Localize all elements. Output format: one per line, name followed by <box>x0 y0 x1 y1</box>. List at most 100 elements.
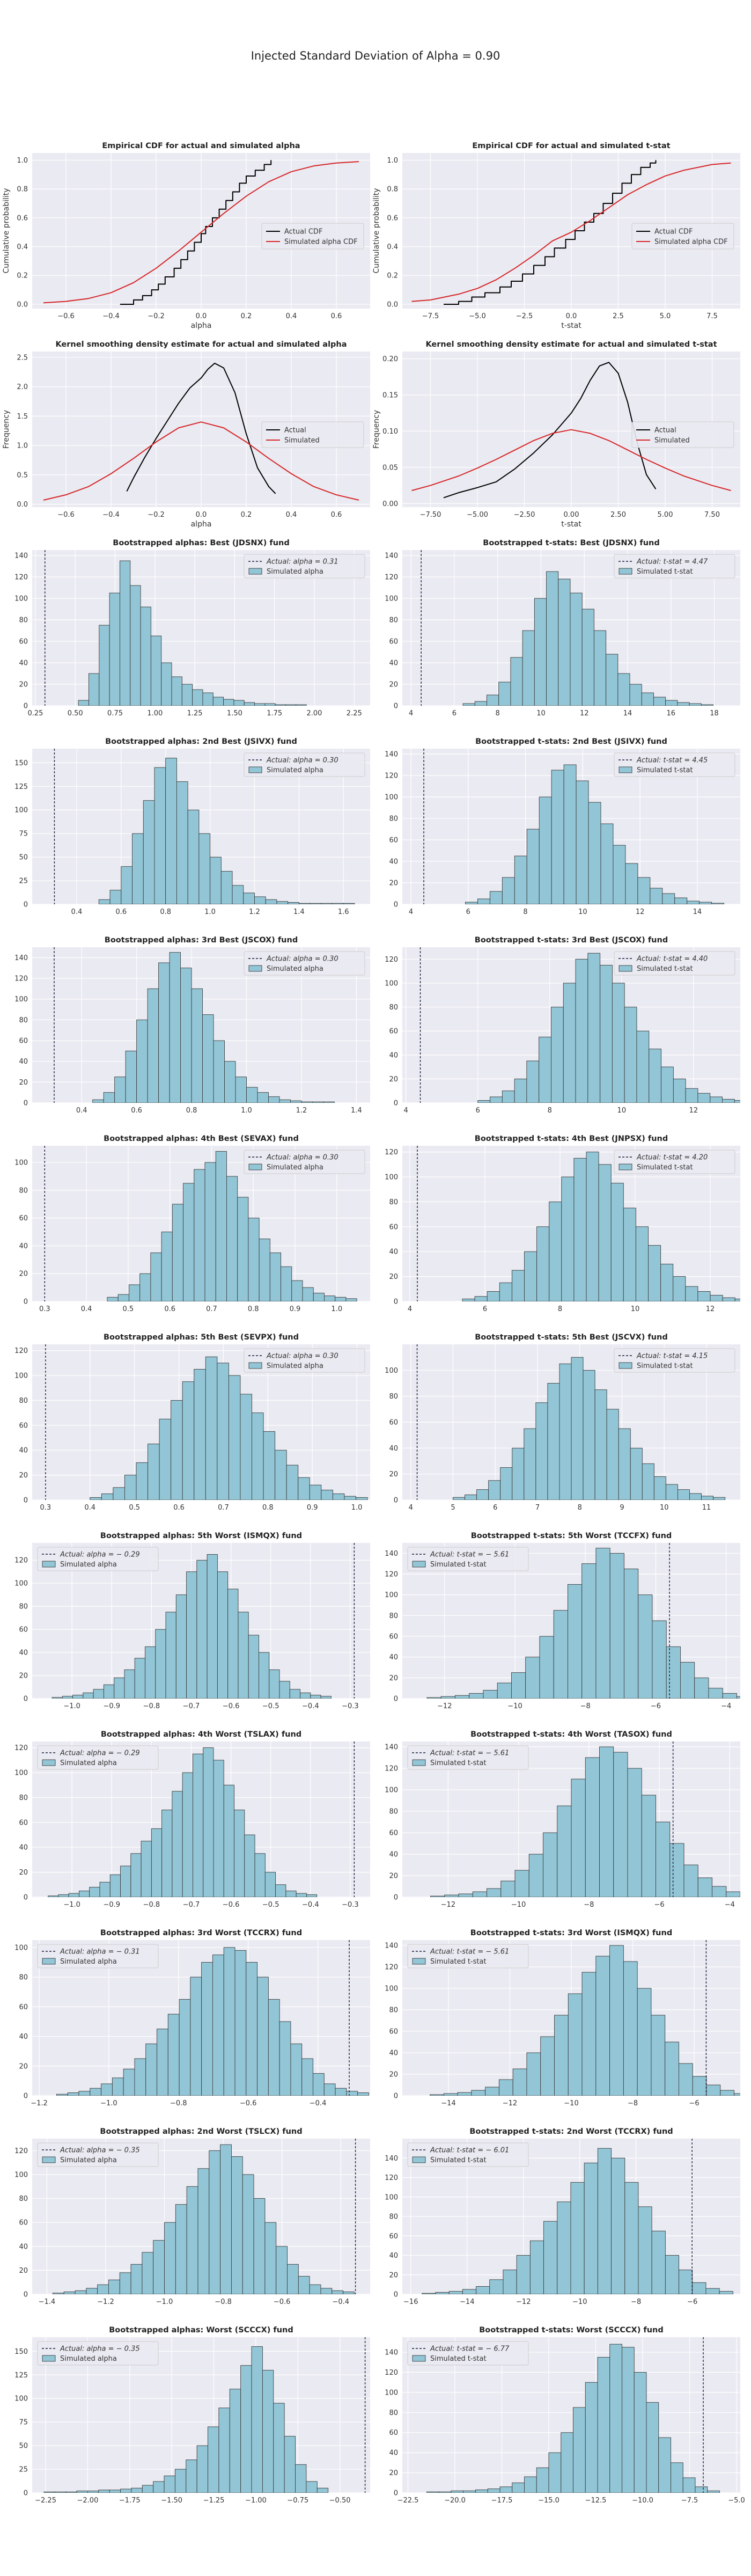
y-tick-label: 2.0 <box>17 383 28 391</box>
histogram-bar <box>599 1746 614 1897</box>
histogram-bar <box>499 2486 513 2493</box>
y-tick-label: 40 <box>19 1058 28 1066</box>
histogram-bar <box>197 2168 210 2294</box>
chart-panel: −1.0 −0.9 −0.8 −0.7 −0.6 −0.5 −0.4 −0.3 0 20 40 60 8… <box>0 1529 370 1715</box>
histogram-bar <box>528 1854 543 1897</box>
chart-svg: −1.0 −0.9 −0.8 −0.7 −0.6 −0.5 −0.4 −0.3 0 20 40 60 8… <box>14 1532 370 1710</box>
histogram-bar <box>526 829 540 904</box>
legend: Actual CDF Simulated alpha CDF <box>261 223 364 250</box>
histogram-bar <box>641 1795 656 1897</box>
y-tick-label: 40 <box>389 1051 398 1059</box>
chart-title: Kernel smoothing density estimate for ac… <box>425 340 717 349</box>
y-tick-label: 140 <box>14 552 28 560</box>
legend: Actual Simulated <box>631 421 734 448</box>
histogram-bar <box>157 2029 168 2096</box>
legend-label: Simulated alpha <box>267 568 323 576</box>
y-tick-label: 20 <box>19 2267 28 2275</box>
x-tick-label: −12 <box>441 1901 455 1909</box>
chart-svg: 0.3 0.4 0.5 0.6 0.7 0.8 0.9 1.0 0 20 40 60 80 100 120 B… <box>14 1333 370 1512</box>
y-tick-label: 120 <box>385 1964 398 1972</box>
histogram-bar <box>454 1695 470 1699</box>
histogram-bar <box>97 2284 109 2294</box>
histogram-bar <box>573 1158 587 1301</box>
histogram-bar <box>656 1821 671 1897</box>
series-line <box>43 161 359 304</box>
x-tick-label: 10 <box>631 1305 640 1313</box>
histogram-bar <box>652 1620 667 1699</box>
chart-panel: 0.25 0.50 0.75 1.00 1.25 1.50 1.75 2.00 2.25 0 20 4… <box>0 537 370 722</box>
histogram-bar <box>477 1100 490 1103</box>
legend-swatch <box>619 965 632 972</box>
histogram-bar <box>472 1891 487 1897</box>
x-tick-label: 1.75 <box>267 709 282 718</box>
legend-swatch <box>412 1561 426 1568</box>
y-tick-label: 60 <box>389 1419 398 1427</box>
histogram-bar <box>575 958 588 1103</box>
histogram-bar <box>611 2157 625 2294</box>
y-tick-label: 20 <box>19 1472 28 1480</box>
histogram-bar <box>109 890 122 904</box>
histogram-bar <box>426 1697 441 1699</box>
histogram-bar <box>561 2432 573 2493</box>
histogram-bar <box>694 1677 709 1699</box>
histogram-bar <box>679 2063 693 2096</box>
y-tick-label: 20 <box>19 681 28 689</box>
histogram-bar <box>457 2092 472 2096</box>
histogram-bar <box>229 2389 241 2493</box>
histogram-bar <box>68 1893 79 1897</box>
histogram-bar <box>254 896 266 904</box>
histogram-bar <box>524 1251 538 1301</box>
histogram-bar <box>131 2487 143 2493</box>
histogram-bar <box>462 1298 475 1301</box>
x-tick-label: 0.75 <box>107 709 123 718</box>
x-tick-label: 1.50 <box>227 709 242 718</box>
x-tick-label: 1.25 <box>187 709 203 718</box>
y-tick-label: 120 <box>385 772 398 780</box>
histogram-bar <box>469 1693 484 1699</box>
legend-swatch <box>42 1958 56 1965</box>
y-tick-label: 20 <box>19 2062 28 2070</box>
chart-title: Bootstrapped alphas: 3rd Best (JSCOX) fu… <box>105 936 298 945</box>
histogram-bar <box>710 1294 723 1301</box>
y-tick-label: 140 <box>385 2349 398 2357</box>
histogram-bar <box>623 1568 639 1699</box>
y-tick-label: 50 <box>19 854 28 862</box>
histogram-bar <box>557 1805 572 1897</box>
x-tick-label: 0.7 <box>206 1305 217 1313</box>
legend-label: Simulated alpha <box>267 965 323 973</box>
histogram-bar <box>223 699 234 706</box>
chart-panel: −2.25 −2.00 −1.75 −1.50 −1.25 −1.00 −0.75 −0.50… <box>0 2324 370 2509</box>
histogram-bar <box>697 1291 711 1301</box>
histogram-bar <box>276 901 289 904</box>
histogram-bar <box>78 700 89 706</box>
y-tick-label: 140 <box>385 1744 398 1752</box>
histogram-bar <box>551 1007 564 1103</box>
histogram-bar <box>576 780 589 904</box>
x-tick-label: 12 <box>636 908 645 916</box>
histogram-bar <box>117 1294 129 1301</box>
y-tick-label: 20 <box>389 1674 398 1682</box>
chart-panel: −0.6 −0.4 −0.2 0.0 0.2 0.4 0.6 0.0 0.5 1.0 1.5 2.0 2… <box>0 338 370 529</box>
histogram-bar <box>186 2186 198 2294</box>
histogram-bar <box>295 2464 307 2493</box>
x-tick-label: −0.6 <box>57 312 75 320</box>
y-tick-label: 60 <box>389 1028 398 1036</box>
x-tick-label: 11 <box>702 1504 711 1512</box>
histogram-bar <box>648 1245 661 1301</box>
y-tick-label: 140 <box>14 954 28 962</box>
y-tick-label: 0.4 <box>387 243 398 251</box>
x-tick-label: 6 <box>466 908 470 916</box>
x-tick-label: −0.9 <box>103 1702 120 1710</box>
histogram-bar <box>231 2156 243 2294</box>
x-tick-label: 0.4 <box>81 1305 92 1313</box>
histogram-bar <box>638 2206 652 2294</box>
chart-svg: −12 −10 −8 −6 −4 0 20 40 60 80 100 120 140 Bootstrapp… <box>385 1730 740 1909</box>
chart-title: Bootstrapped alphas: 4th Best (SEVAX) fu… <box>104 1135 299 1143</box>
histogram-bar <box>93 1689 104 1699</box>
histogram-bar <box>516 2255 531 2294</box>
x-tick-label: −1.50 <box>161 2497 182 2505</box>
histogram-bar <box>598 1164 612 1301</box>
histogram-bar <box>243 892 255 904</box>
histogram-bar <box>176 781 188 904</box>
histogram-bar <box>109 1874 121 1897</box>
